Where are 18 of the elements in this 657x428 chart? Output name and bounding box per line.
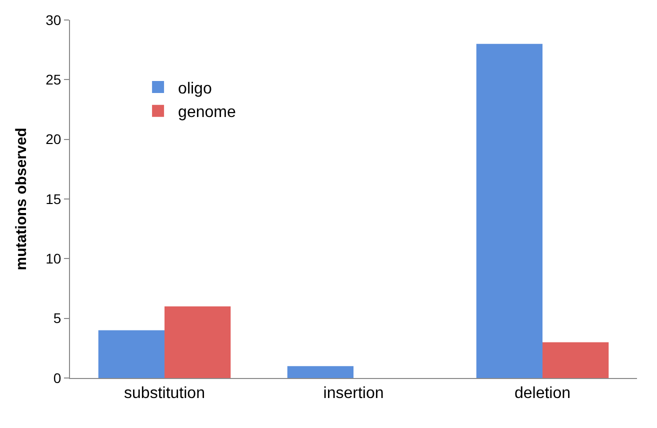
- legend-label: oligo: [178, 80, 212, 98]
- legend-label: genome: [178, 104, 236, 122]
- x-tick-label: substitution: [124, 385, 205, 402]
- bar: [164, 306, 231, 378]
- y-tick-label: 0: [53, 370, 62, 386]
- y-tick-label: 15: [46, 190, 62, 207]
- bar: [98, 330, 164, 378]
- x-tick-label: insertion: [323, 385, 384, 402]
- x-tick-label: deletion: [514, 385, 571, 402]
- bar: [542, 342, 609, 378]
- y-tick-label: 5: [53, 310, 62, 326]
- y-tick-label: 25: [46, 72, 62, 88]
- bar: [476, 44, 542, 378]
- y-tick-label: 10: [46, 250, 62, 267]
- bar: [287, 366, 354, 378]
- y-axis-title: mutations observed: [12, 128, 30, 270]
- y-tick-label: 20: [46, 131, 62, 148]
- y-tick-label: 30: [46, 12, 62, 28]
